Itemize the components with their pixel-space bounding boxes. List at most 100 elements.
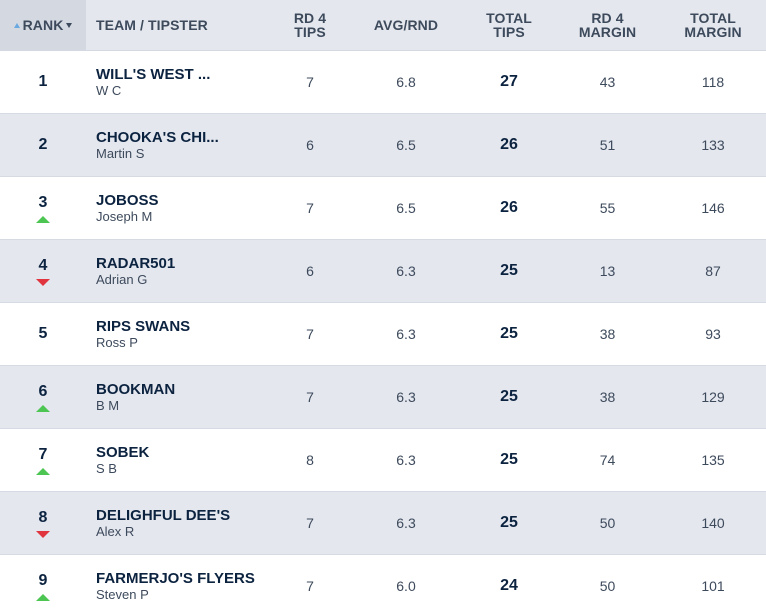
rank-wrap: 4 [0,240,86,303]
rank-cell: 5 [0,303,86,366]
team-cell: RIPS SWANS Ross P [86,318,271,350]
rd4-margin-cell: 43 [599,74,616,90]
rank-cell: 3 [0,177,86,240]
rank-wrap: 1 [0,51,86,114]
avg-cell: 6.3 [396,515,416,531]
rd4-tips-cell: 7 [306,389,314,405]
total-margin-cell: 129 [701,389,725,405]
tipster-name: B M [96,398,120,413]
table-row[interactable]: 3 JOBOSS Joseph M 7 6.5 26 55 146 [0,177,766,240]
table-row[interactable]: 9 FARMERJO'S FLYERS Steven P 7 6.0 24 50 101 [0,555,766,615]
rank-wrap: 6 [0,366,86,429]
team-name[interactable]: BOOKMAN [96,381,176,398]
total-tips-cell: 25 [500,514,518,531]
rank-wrap: 7 [0,429,86,492]
rank-cell: 7 [0,429,86,492]
rd4-margin-cell: 55 [599,200,616,216]
rank-wrap: 2 [0,114,86,177]
rank-up-icon [36,593,50,601]
table-row[interactable]: 2 CHOOKA'S CHI... Martin S 6 6.5 26 51 133 [0,114,766,177]
table-row[interactable]: 7 SOBEK S B 8 6.3 25 74 135 [0,429,766,492]
rank-cell: 4 [0,240,86,303]
rank-number: 7 [38,445,48,463]
rd4-margin-cell: 51 [599,137,616,153]
table-row[interactable]: 6 BOOKMAN B M 7 6.3 25 38 129 [0,366,766,429]
rank-number: 6 [38,382,48,400]
rd4-tips-cell: 6 [306,137,314,153]
rank-wrap: 8 [0,492,86,555]
team-cell: RADAR501 Adrian G [86,255,271,287]
team-name[interactable]: WILL'S WEST ... [96,66,211,83]
team-cell: JOBOSS Joseph M [86,192,271,224]
rd4-margin-cell: 74 [599,452,616,468]
rank-wrap: 5 [0,303,86,366]
rank-up-icon [36,467,50,475]
avg-header: AVG/RND [373,17,439,33]
total-margin-header-line1: TOTAL [690,10,736,26]
team-cell: BOOKMAN B M [86,381,271,413]
rank-up-icon [36,404,50,412]
rank-sort-header[interactable]: RANK [0,0,86,51]
rank-number: 3 [38,193,48,211]
rd4-tips-cell: 7 [306,578,314,594]
avg-cell: 6.8 [396,74,416,90]
rank-number: 8 [38,508,48,526]
rank-cell: 6 [0,366,86,429]
total-margin-cell: 87 [705,263,721,279]
table-row[interactable]: 4 RADAR501 Adrian G 6 6.3 25 13 87 [0,240,766,303]
tipster-name: Ross P [96,335,138,350]
rank-number: 4 [38,256,48,274]
rd4-tips-header-line2: TIPS [294,24,326,40]
total-tips-cell: 24 [500,577,518,594]
rd4-tips-cell: 8 [306,452,314,468]
total-margin-cell: 146 [701,200,725,216]
rd4-margin-cell: 38 [599,389,616,405]
team-name[interactable]: RIPS SWANS [96,318,191,335]
rd4-margin-cell: 38 [599,326,616,342]
table-row[interactable]: 1 WILL'S WEST ... W C 7 6.8 27 43 118 [0,51,766,114]
tipster-name: Alex R [96,524,135,539]
total-tips-cell: 25 [500,451,518,468]
team-header: TEAM / TIPSTER [96,17,208,33]
avg-cell: 6.3 [396,263,416,279]
team-cell: DELIGHFUL DEE'S Alex R [86,507,271,539]
team-cell: WILL'S WEST ... W C [86,66,271,98]
table-row[interactable]: 8 DELIGHFUL DEE'S Alex R 7 6.3 25 50 140 [0,492,766,555]
rank-down-icon [36,530,50,538]
total-margin-header: TOTAL MARGIN [660,11,766,39]
team-name[interactable]: DELIGHFUL DEE'S [96,507,231,524]
total-margin-cell: 140 [701,515,725,531]
rd4-margin-header: RD 4 MARGIN [555,11,660,39]
avg-cell: 6.5 [396,200,416,216]
rd4-margin-cell: 50 [599,515,616,531]
rank-wrap: 3 [0,177,86,240]
rank-cell: 9 [0,555,86,615]
table-row[interactable]: 5 RIPS SWANS Ross P 7 6.3 25 38 93 [0,303,766,366]
team-name[interactable]: SOBEK [96,444,150,461]
rank-cell: 1 [0,51,86,114]
rd4-tips-cell: 7 [306,326,314,342]
avg-cell: 6.5 [396,137,416,153]
team-name[interactable]: JOBOSS [96,192,159,209]
rd4-tips-header: RD 4 TIPS [271,11,349,39]
rd4-margin-cell: 13 [599,263,616,279]
rank-up-icon [36,215,50,223]
rank-number: 2 [38,136,48,153]
total-margin-cell: 118 [701,74,725,90]
rd4-tips-cell: 7 [306,74,314,90]
team-name[interactable]: FARMERJO'S FLYERS [96,570,255,587]
total-margin-cell: 101 [701,578,725,594]
sort-asc-icon [13,22,20,28]
total-tips-header: TOTAL TIPS [463,11,555,39]
total-tips-cell: 25 [500,388,518,405]
team-name[interactable]: CHOOKA'S CHI... [96,129,219,146]
rank-number: 5 [38,325,48,342]
total-tips-cell: 25 [500,262,518,279]
team-name[interactable]: RADAR501 [96,255,176,272]
tipster-name: W C [96,83,122,98]
avg-cell: 6.3 [396,389,416,405]
rd4-tips-cell: 6 [306,263,314,279]
total-margin-cell: 93 [705,326,721,342]
total-margin-cell: 133 [701,137,725,153]
